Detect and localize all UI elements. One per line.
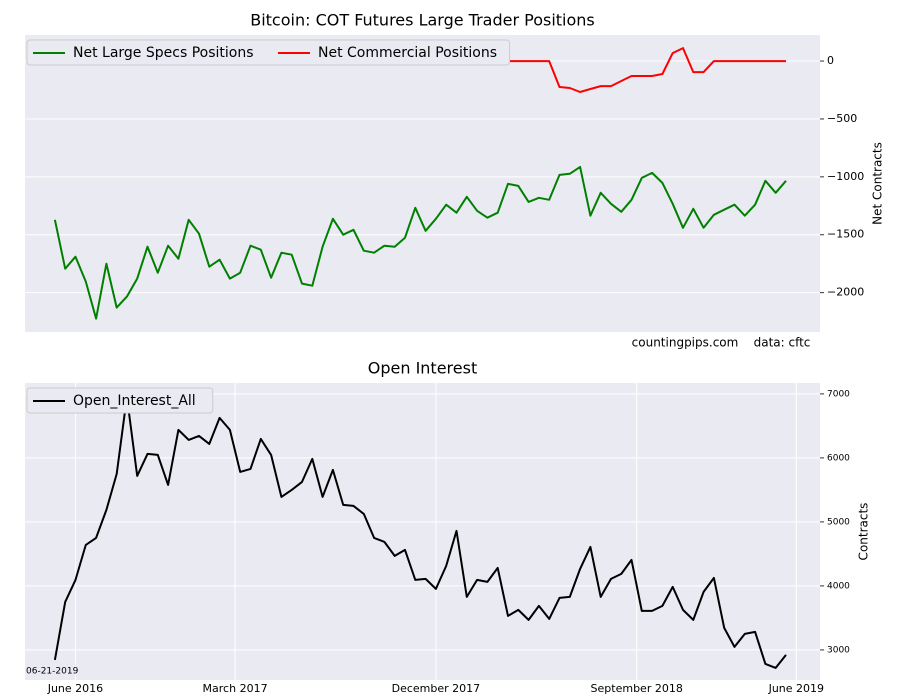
series-line — [53, 395, 787, 669]
x-tick-label: December 2017 — [392, 682, 481, 695]
y-axis-label: Contracts — [857, 503, 871, 561]
y-tick-label: 7000 — [827, 389, 850, 399]
x-tick-label: June 2016 — [47, 682, 103, 695]
annotation: data: cftc — [754, 336, 811, 350]
annotation: countingpips.com — [632, 336, 739, 350]
legend-label: Net Large Specs Positions — [73, 45, 254, 61]
chart-title: Bitcoin: COT Futures Large Trader Positi… — [250, 11, 595, 30]
x-tick-label: March 2017 — [203, 682, 268, 695]
y-tick-label: 6000 — [827, 453, 850, 463]
y-tick-label: −1000 — [827, 170, 864, 183]
plot-area — [25, 35, 820, 332]
legend-box — [26, 39, 511, 66]
legend-label: Open_Interest_All — [73, 393, 196, 409]
x-tick-label: September 2018 — [591, 682, 683, 695]
y-tick-label: 0 — [827, 54, 834, 67]
legend-label: Net Commercial Positions — [318, 45, 497, 61]
y-tick-label: −2000 — [827, 286, 864, 299]
y-tick-label: 5000 — [827, 517, 850, 527]
annotation: 06-21-2019 — [26, 667, 79, 677]
y-tick-label: 4000 — [827, 581, 850, 591]
y-axis-label: Net Contracts — [871, 142, 885, 225]
y-tick-label: −1500 — [827, 228, 864, 241]
legend-box — [26, 387, 214, 414]
x-tick-label: June 2019 — [768, 682, 824, 695]
plot-area — [25, 383, 820, 680]
chart-title: Open Interest — [368, 359, 477, 378]
y-tick-label: 3000 — [827, 645, 850, 655]
legend: Net Large Specs Positions Net Commercial … — [26, 39, 511, 66]
y-tick-label: −500 — [827, 112, 857, 125]
series-line — [53, 165, 787, 320]
legend: Open_Interest_All — [26, 387, 214, 414]
